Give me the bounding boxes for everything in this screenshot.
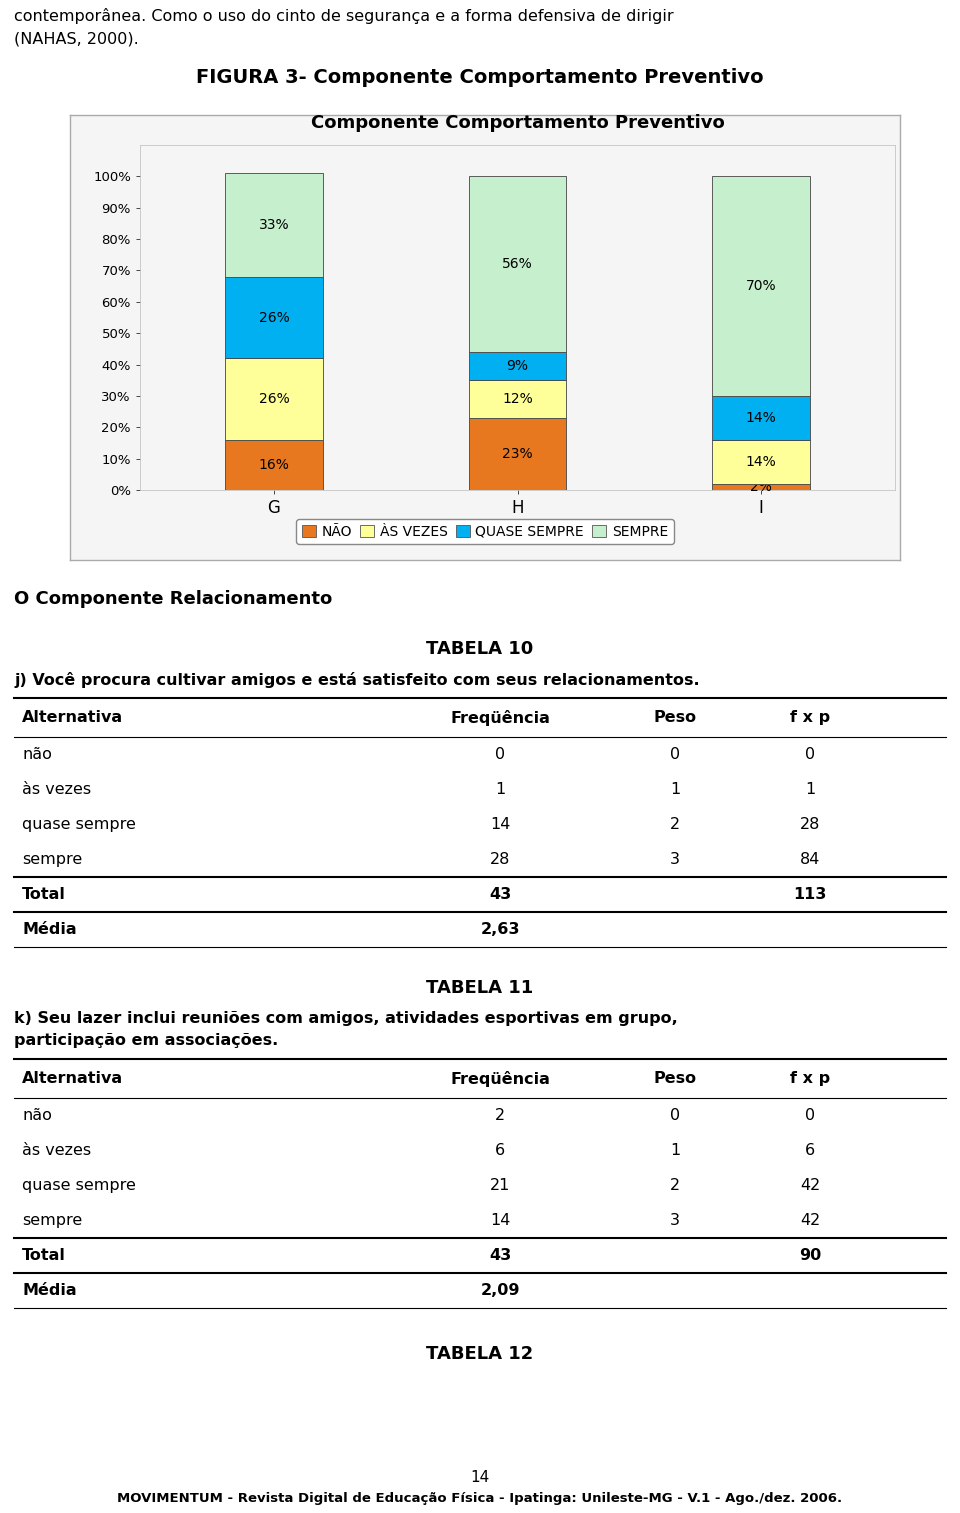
- Text: 43: 43: [489, 1248, 511, 1263]
- Text: k) Seu lazer inclui reuniões com amigos, atividades esportivas em grupo,: k) Seu lazer inclui reuniões com amigos,…: [14, 1011, 678, 1026]
- Text: sempre: sempre: [22, 852, 83, 867]
- Text: 1: 1: [494, 782, 505, 797]
- Text: Peso: Peso: [654, 710, 697, 725]
- Text: 14%: 14%: [746, 412, 777, 425]
- Text: sempre: sempre: [22, 1213, 83, 1229]
- Text: 28: 28: [800, 817, 820, 832]
- Text: quase sempre: quase sempre: [22, 817, 136, 832]
- Text: 33%: 33%: [258, 218, 289, 231]
- Text: Alternativa: Alternativa: [22, 1071, 123, 1086]
- Text: Média: Média: [22, 1283, 77, 1298]
- Bar: [468, 418, 566, 490]
- Text: 1: 1: [670, 1142, 680, 1157]
- Text: não: não: [22, 747, 52, 763]
- Text: TABELA 10: TABELA 10: [426, 640, 534, 658]
- Bar: [226, 359, 323, 440]
- Text: TABELA 11: TABELA 11: [426, 979, 534, 997]
- Text: 43: 43: [489, 887, 511, 902]
- Text: 1: 1: [670, 782, 680, 797]
- Text: 9%: 9%: [507, 359, 529, 374]
- Bar: [226, 277, 323, 359]
- Text: 14: 14: [490, 1213, 510, 1229]
- Text: 84: 84: [800, 852, 820, 867]
- Text: 14%: 14%: [746, 455, 777, 469]
- Text: participação em associações.: participação em associações.: [14, 1033, 278, 1049]
- Bar: [468, 177, 566, 353]
- Text: 2,09: 2,09: [480, 1283, 519, 1298]
- Text: 3: 3: [670, 852, 680, 867]
- Bar: [226, 440, 323, 490]
- Text: 90: 90: [799, 1248, 821, 1263]
- Text: 23%: 23%: [502, 446, 533, 461]
- Bar: [226, 172, 323, 277]
- Text: não: não: [22, 1108, 52, 1123]
- Text: 26%: 26%: [258, 310, 289, 324]
- Text: Média: Média: [22, 921, 77, 937]
- Bar: [468, 353, 566, 380]
- Text: 113: 113: [793, 887, 827, 902]
- Text: quase sempre: quase sempre: [22, 1179, 136, 1192]
- Text: Total: Total: [22, 887, 66, 902]
- Text: f x p: f x p: [790, 710, 830, 725]
- Text: 56%: 56%: [502, 257, 533, 271]
- Text: 70%: 70%: [746, 278, 777, 294]
- Text: 26%: 26%: [258, 392, 289, 405]
- Text: 2: 2: [495, 1108, 505, 1123]
- Text: às vezes: às vezes: [22, 1142, 91, 1157]
- Text: f x p: f x p: [790, 1071, 830, 1086]
- Text: 16%: 16%: [258, 458, 289, 472]
- Text: 0: 0: [495, 747, 505, 763]
- Bar: [712, 484, 809, 490]
- Text: FIGURA 3- Componente Comportamento Preventivo: FIGURA 3- Componente Comportamento Preve…: [196, 68, 764, 88]
- Text: Freqüência: Freqüência: [450, 710, 550, 726]
- Text: 2%: 2%: [750, 480, 772, 493]
- Text: O Componente Relacionamento: O Componente Relacionamento: [14, 590, 332, 608]
- Text: 14: 14: [470, 1471, 490, 1484]
- Text: 14: 14: [490, 817, 510, 832]
- Title: Componente Comportamento Preventivo: Componente Comportamento Preventivo: [311, 115, 725, 132]
- Text: 2: 2: [670, 817, 680, 832]
- Text: 42: 42: [800, 1179, 820, 1192]
- Text: (NAHAS, 2000).: (NAHAS, 2000).: [14, 32, 139, 47]
- Text: 12%: 12%: [502, 392, 533, 405]
- Text: j) Você procura cultivar amigos e está satisfeito com seus relacionamentos.: j) Você procura cultivar amigos e está s…: [14, 672, 700, 688]
- Text: MOVIMENTUM - Revista Digital de Educação Física - Ipatinga: Unileste-MG - V.1 - : MOVIMENTUM - Revista Digital de Educação…: [117, 1492, 843, 1505]
- Text: 6: 6: [804, 1142, 815, 1157]
- Bar: [468, 380, 566, 418]
- Text: 28: 28: [490, 852, 510, 867]
- Text: TABELA 12: TABELA 12: [426, 1345, 534, 1363]
- Text: 42: 42: [800, 1213, 820, 1229]
- Legend: NÃO, ÀS VEZES, QUASE SEMPRE, SEMPRE: NÃO, ÀS VEZES, QUASE SEMPRE, SEMPRE: [297, 519, 674, 545]
- Text: 21: 21: [490, 1179, 510, 1192]
- Text: 0: 0: [804, 1108, 815, 1123]
- Text: Total: Total: [22, 1248, 66, 1263]
- Text: Peso: Peso: [654, 1071, 697, 1086]
- Bar: [712, 396, 809, 440]
- Text: Freqüência: Freqüência: [450, 1071, 550, 1086]
- Text: 6: 6: [495, 1142, 505, 1157]
- Bar: [712, 440, 809, 484]
- Text: 0: 0: [670, 1108, 680, 1123]
- Text: 0: 0: [670, 747, 680, 763]
- Text: 1: 1: [804, 782, 815, 797]
- Text: 2,63: 2,63: [480, 921, 519, 937]
- Text: às vezes: às vezes: [22, 782, 91, 797]
- Text: 3: 3: [670, 1213, 680, 1229]
- Bar: [712, 177, 809, 396]
- Text: 2: 2: [670, 1179, 680, 1192]
- Text: contemporânea. Como o uso do cinto de segurança e a forma defensiva de dirigir: contemporânea. Como o uso do cinto de se…: [14, 8, 674, 24]
- Text: 0: 0: [804, 747, 815, 763]
- Text: Alternativa: Alternativa: [22, 710, 123, 725]
